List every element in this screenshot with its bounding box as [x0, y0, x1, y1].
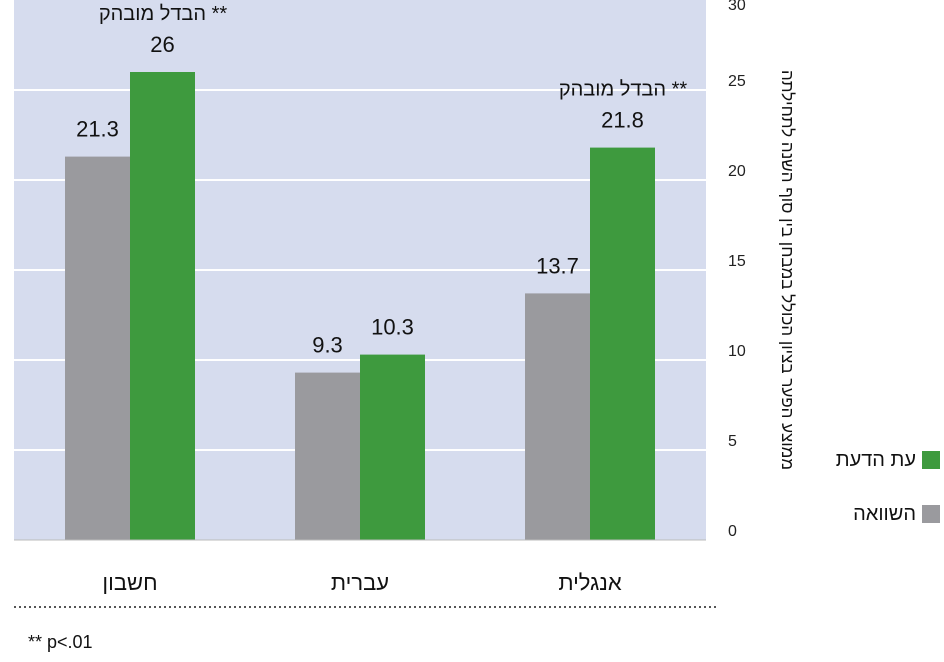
y-tick-label: 0 — [728, 523, 737, 540]
legend-label: עת הדעת — [835, 448, 916, 471]
category-labels: חשבון עברית אנגלית — [102, 570, 621, 595]
legend-item-comparison: השוואה — [760, 500, 940, 528]
bar-comparison — [525, 293, 590, 540]
category-label: עברית — [331, 570, 389, 595]
data-label: 13.7 — [536, 253, 579, 278]
bar-comparison — [295, 372, 360, 540]
bars — [65, 72, 655, 540]
y-axis-ticks: 0 5 10 15 20 25 30 — [728, 0, 746, 540]
significance-annotation: הבדל מובהק ** — [99, 3, 228, 25]
bar-intervention — [590, 147, 655, 540]
annotations: הבדל מובהק ** הבדל מובהק ** — [99, 3, 688, 101]
data-label: 10.3 — [371, 315, 414, 340]
y-tick-label: 30 — [728, 0, 746, 14]
category-label: אנגלית — [558, 570, 622, 595]
bar-intervention — [130, 72, 195, 540]
data-label: 21.3 — [76, 117, 119, 142]
legend-swatch-gray — [922, 505, 940, 523]
footnote: ** p<.01 — [28, 632, 93, 652]
y-tick-label: 15 — [728, 253, 746, 270]
y-tick-label: 25 — [728, 73, 746, 90]
legend-label: השוואה — [853, 502, 916, 525]
data-label: 26 — [150, 32, 174, 57]
bar-comparison — [65, 156, 130, 540]
data-label: 21.8 — [601, 108, 644, 133]
category-label: חשבון — [102, 570, 157, 595]
data-label: 9.3 — [312, 333, 343, 358]
legend-swatch-green — [922, 451, 940, 469]
y-tick-label: 5 — [728, 433, 737, 450]
legend-item-intervention: עת הדעת — [760, 446, 940, 474]
y-tick-label: 20 — [728, 163, 746, 180]
legend: עת הדעת השוואה — [760, 446, 940, 554]
y-tick-label: 10 — [728, 343, 746, 360]
y-axis-label: ממוצע הפער בציון הכולל במבחן בין סוף השנ… — [778, 70, 797, 470]
significance-annotation: הבדל מובהק ** — [559, 79, 688, 101]
value-labels: 21.3 26 9.3 10.3 13.7 21.8 — [76, 32, 644, 358]
bar-intervention — [360, 354, 425, 540]
